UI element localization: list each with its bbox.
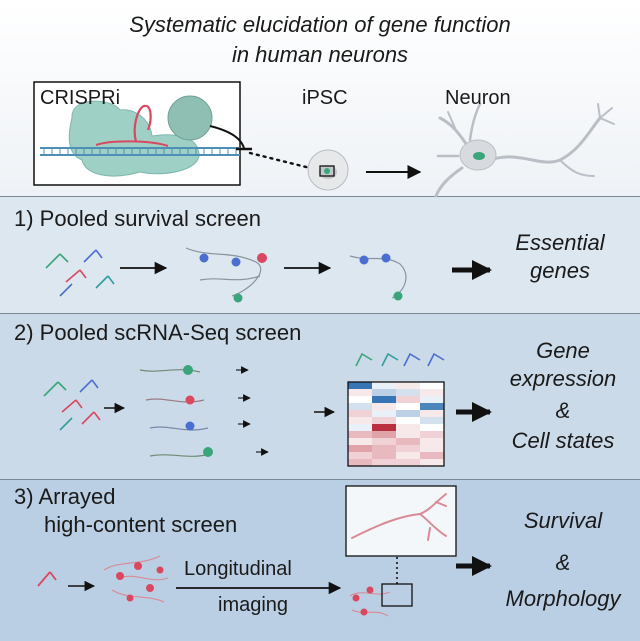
crispri-schematic: [33, 81, 252, 186]
krab-domain: [167, 95, 213, 141]
survival-neurons-mixed: [185, 247, 267, 303]
heatmap-cell: [420, 424, 445, 432]
inhibition-arc: [209, 125, 245, 149]
heatmap-cell: [420, 452, 445, 460]
survival-neurons-remaining: [349, 253, 407, 301]
heatmap-cell: [372, 445, 397, 453]
heatmap-cell: [348, 403, 373, 411]
arrayed-screen-heading-line1: 3) Arrayed: [14, 484, 116, 509]
heatmap-cell: [396, 424, 421, 432]
heatmap-cell: [396, 438, 421, 446]
heatmap-cell: [396, 389, 421, 397]
heatmap-cell: [420, 445, 445, 453]
heatmap-cell: [348, 438, 373, 446]
scrnaseq-result-line4: Cell states: [511, 428, 615, 453]
zoomed-neuron-morphology: [351, 493, 447, 541]
longitudinal-label: Longitudinal: [184, 558, 292, 580]
ipsc-zoom-box: [319, 165, 335, 177]
scrnaseq-single-cells: [139, 365, 213, 457]
neuron-label: Neuron: [445, 87, 511, 109]
arrayed-neuron-culture: [103, 555, 169, 603]
expression-heatmap: [348, 382, 445, 467]
scrnaseq-result-line1: Gene: [536, 338, 590, 363]
imaged-neurons: [349, 586, 391, 617]
imaging-roi-box: [381, 583, 413, 607]
heatmap-cell: [396, 459, 421, 467]
heatmap-cell: [372, 452, 397, 460]
survival-screen-heading: 1) Pooled survival screen: [14, 206, 262, 231]
heatmap-cell: [396, 445, 421, 453]
heatmap-cell: [372, 382, 397, 390]
heatmap-cell: [348, 424, 373, 432]
arrayed-result-line1: Survival: [523, 508, 603, 533]
heatmap-cell: [396, 431, 421, 439]
heatmap-cell: [396, 410, 421, 418]
neuron-nucleus-marker: [473, 152, 485, 160]
heatmap-cell: [420, 438, 445, 446]
heatmap-cell: [420, 403, 445, 411]
heatmap-cell: [396, 403, 421, 411]
heatmap-cell: [372, 410, 397, 418]
heatmap-cell: [420, 459, 445, 467]
heatmap-cell: [348, 452, 373, 460]
scrnaseq-result-line3: &: [555, 398, 571, 423]
heatmap-cell: [396, 417, 421, 425]
heatmap-cell: [348, 410, 373, 418]
panel-survival-screen: [0, 196, 640, 313]
sgrna-icon: [133, 104, 152, 143]
heatmap-cell: [396, 382, 421, 390]
heatmap-cell: [372, 396, 397, 404]
imaging-label: imaging: [218, 594, 289, 616]
heatmap-cell: [348, 445, 373, 453]
dcas9-protein: [68, 100, 200, 177]
arrayed-result-line3: Morphology: [505, 586, 621, 611]
heatmap-cell: [396, 452, 421, 460]
heatmap-cell: [420, 431, 445, 439]
heatmap-cell: [372, 438, 397, 446]
heatmap-cell: [348, 417, 373, 425]
scrnaseq-small-arrows: [236, 366, 269, 456]
heatmap-frame: [347, 381, 445, 467]
survival-result-line1: Essential: [515, 230, 605, 255]
dotted-connector: [248, 151, 320, 172]
scrnaseq-guides: [43, 379, 101, 431]
dna-ticks: [43, 148, 237, 155]
ipsc-label: iPSC: [302, 87, 348, 109]
heatmap-cell: [348, 396, 373, 404]
panel-arrayed-screen: [0, 479, 640, 641]
heatmap-cell: [372, 389, 397, 397]
heatmap-cell: [372, 431, 397, 439]
heatmap-cell: [420, 396, 445, 404]
heatmap-cell: [348, 389, 373, 397]
crispri-label: CRISPRi: [40, 87, 121, 109]
heatmap-cell: [348, 459, 373, 467]
arrayed-result-line2: &: [555, 550, 571, 575]
figure-title-line1: Systematic elucidation of gene function: [129, 12, 511, 37]
arrayed-screen-heading-line2: high-content screen: [44, 512, 238, 537]
heatmap-cell: [372, 417, 397, 425]
heatmap-cell: [348, 431, 373, 439]
survival-result-line2: genes: [530, 258, 590, 283]
heatmap-cell: [420, 382, 445, 390]
heatmap-cell: [420, 389, 445, 397]
heatmap-cell: [420, 417, 445, 425]
scrnaseq-result-line2: expression: [509, 366, 617, 391]
ipsc-dcas9-dot: [324, 168, 330, 174]
heatmap-guides: [355, 352, 445, 367]
heatmap-cell: [420, 410, 445, 418]
arrayed-guide-icon: [37, 571, 57, 587]
heatmap-cell: [348, 382, 373, 390]
zoomed-neuron-image: [345, 485, 457, 557]
guide-rna-strand: [95, 140, 169, 147]
heatmap-cell: [372, 424, 397, 432]
heatmap-cell: [396, 396, 421, 404]
panel-scrnaseq-screen: [0, 313, 640, 479]
scrnaseq-screen-heading: 2) Pooled scRNA-Seq screen: [14, 320, 302, 345]
figure-title-line2: in human neurons: [231, 42, 409, 67]
heatmap-cell: [372, 459, 397, 467]
heatmap-cell: [372, 403, 397, 411]
survival-guides: [45, 249, 115, 297]
